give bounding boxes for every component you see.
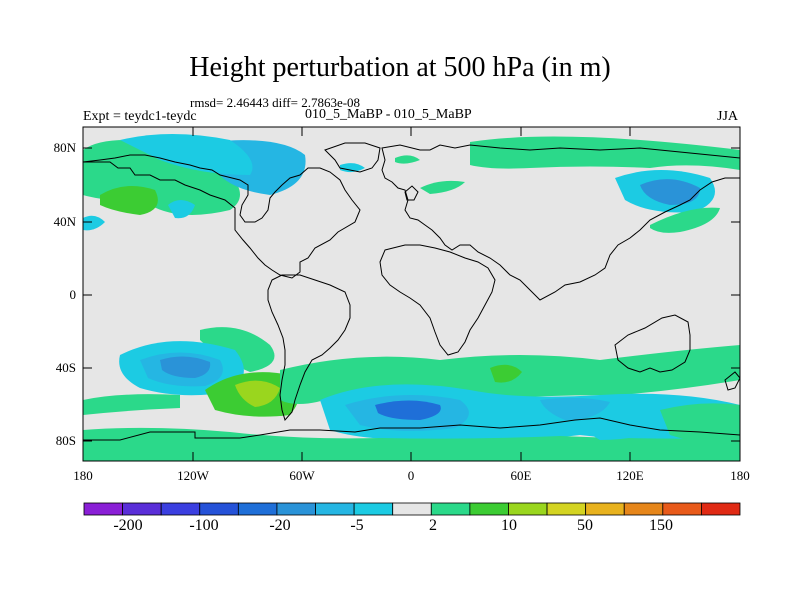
contour-south-green-upper (200, 327, 275, 372)
colorbar-swatch-1 (83, 502, 123, 516)
contour-north-lightblue-cap (120, 134, 253, 175)
colorbar (83, 502, 741, 516)
plot-title: Height perturbation at 500 hPa (in m) (189, 52, 611, 83)
colorbar-label-5: 2 (429, 517, 437, 534)
colorbar-label-6: 10 (501, 517, 517, 534)
y-tick-label-40n: 40N (53, 214, 76, 229)
contour-south-green-band (83, 394, 180, 415)
colorbar-swatch-5 (237, 502, 278, 516)
colorbar-swatch-13 (546, 502, 587, 516)
colorbar-swatch-3 (160, 502, 201, 516)
coastline-australia (614, 314, 691, 373)
contour-south-green-right (660, 403, 740, 445)
x-tick-label-120w: 120W (177, 468, 209, 483)
y-tick-label-80n: 80N (53, 140, 76, 155)
contour-south-darkgreen-blob (490, 364, 522, 383)
coastline-new-zealand (724, 371, 740, 391)
coastline-south-america (267, 274, 351, 422)
colorbar-swatch-8 (353, 502, 394, 516)
contour-north-lightblue-small (168, 200, 195, 219)
colorbar-swatch-11 (469, 502, 509, 516)
season-label: JJA (717, 109, 739, 124)
coastline-antarctica (83, 417, 740, 441)
contour-fills (83, 127, 740, 461)
coastline-uk (404, 185, 419, 201)
ticks (83, 127, 740, 461)
stats-label: rmsd= 2.46443 diff= 2.7863e-08 (190, 95, 361, 110)
y-tick-label-40s: 40S (55, 360, 76, 375)
colorbar-swatch-10 (430, 502, 471, 516)
x-tick-label-60w: 60W (289, 468, 315, 483)
colorbar-label-2: -100 (189, 517, 219, 534)
contour-south-midblue-core (160, 356, 211, 378)
contour-south-deepblue-core (375, 400, 441, 420)
experiment-label: Expt = teydc1-teydc (83, 109, 197, 124)
colorbar-swatch-12 (508, 502, 548, 516)
contour-east-green (650, 207, 720, 233)
coastlines (83, 142, 740, 441)
y-tick-label-0: 0 (69, 287, 77, 302)
colorbar-swatch-7 (315, 502, 355, 516)
contour-south-green-bottom (83, 427, 740, 461)
contour-east-midblue (640, 179, 700, 205)
contour-north-small-green (395, 155, 420, 164)
colorbar-label-8: 150 (649, 517, 673, 534)
x-tick-label-180-right: 180 (730, 468, 750, 483)
run-comparison-label: 010_5_MaBP - 010_5_MaBP (305, 107, 472, 122)
contour-south-yellowgreen-core (235, 380, 280, 407)
colorbar-swatch-17 (701, 502, 741, 516)
colorbar-label-1: -200 (113, 517, 143, 534)
contour-north-lightblue-edge (83, 215, 105, 231)
colorbar-swatch-4 (199, 502, 239, 516)
contour-north-green-left (100, 186, 158, 215)
coastline-africa (379, 244, 496, 356)
colorbar-label-7: 50 (577, 517, 593, 534)
contour-arctic-green-east (470, 136, 740, 170)
x-tick-label-180-left: 180 (73, 468, 93, 483)
contour-north-small-lightblue (340, 163, 365, 173)
colorbar-swatch-9 (392, 502, 432, 516)
coastline-north-america (83, 154, 361, 279)
y-tick-label-80s: 80S (55, 433, 76, 448)
colorbar-swatch-2 (122, 502, 162, 516)
contour-south-lightblue-right2 (580, 424, 660, 440)
x-tick-label-60e: 60E (510, 468, 532, 483)
colorbar-label-3: -20 (269, 517, 291, 534)
contour-south-blue-right (540, 397, 610, 420)
colorbar-swatch-14 (585, 502, 625, 516)
colorbar-swatch-6 (276, 502, 316, 516)
colorbar-label-4: -5 (350, 517, 364, 534)
contour-north-green-mid (420, 180, 465, 194)
colorbar-swatch-16 (662, 502, 702, 516)
coastline-greenland (324, 142, 381, 173)
colorbar-swatch-15 (623, 502, 664, 516)
x-tick-label-120e: 120E (616, 468, 644, 483)
x-tick-label-0: 0 (407, 468, 415, 483)
coastline-eurasia (381, 144, 740, 301)
